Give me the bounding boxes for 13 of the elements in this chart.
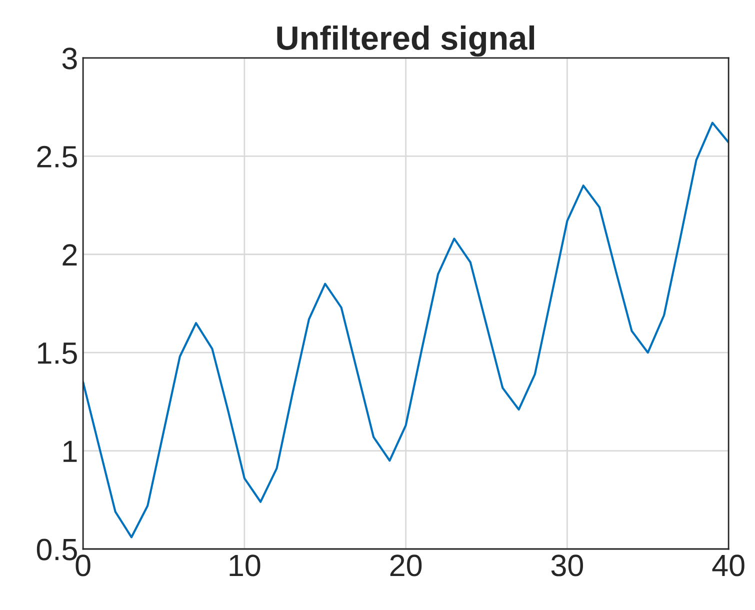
chart-title: Unfiltered signal bbox=[277, 25, 534, 57]
y-tick-label: 3 bbox=[62, 48, 77, 70]
y-tick-label: 1 bbox=[64, 440, 77, 462]
x-tick-label: 30 bbox=[551, 554, 583, 576]
line-series bbox=[83, 122, 729, 538]
x-tick-label: 0 bbox=[76, 554, 90, 576]
x-tick-label: 10 bbox=[230, 554, 260, 576]
x-tick-label: 40 bbox=[712, 554, 744, 576]
y-tick-label: 1.5 bbox=[38, 342, 77, 364]
y-tick-label: 0.5 bbox=[36, 538, 77, 560]
x-tick-label: 20 bbox=[390, 554, 422, 576]
y-tick-label: 2.5 bbox=[37, 146, 77, 168]
y-tick-label: 2 bbox=[62, 244, 77, 266]
